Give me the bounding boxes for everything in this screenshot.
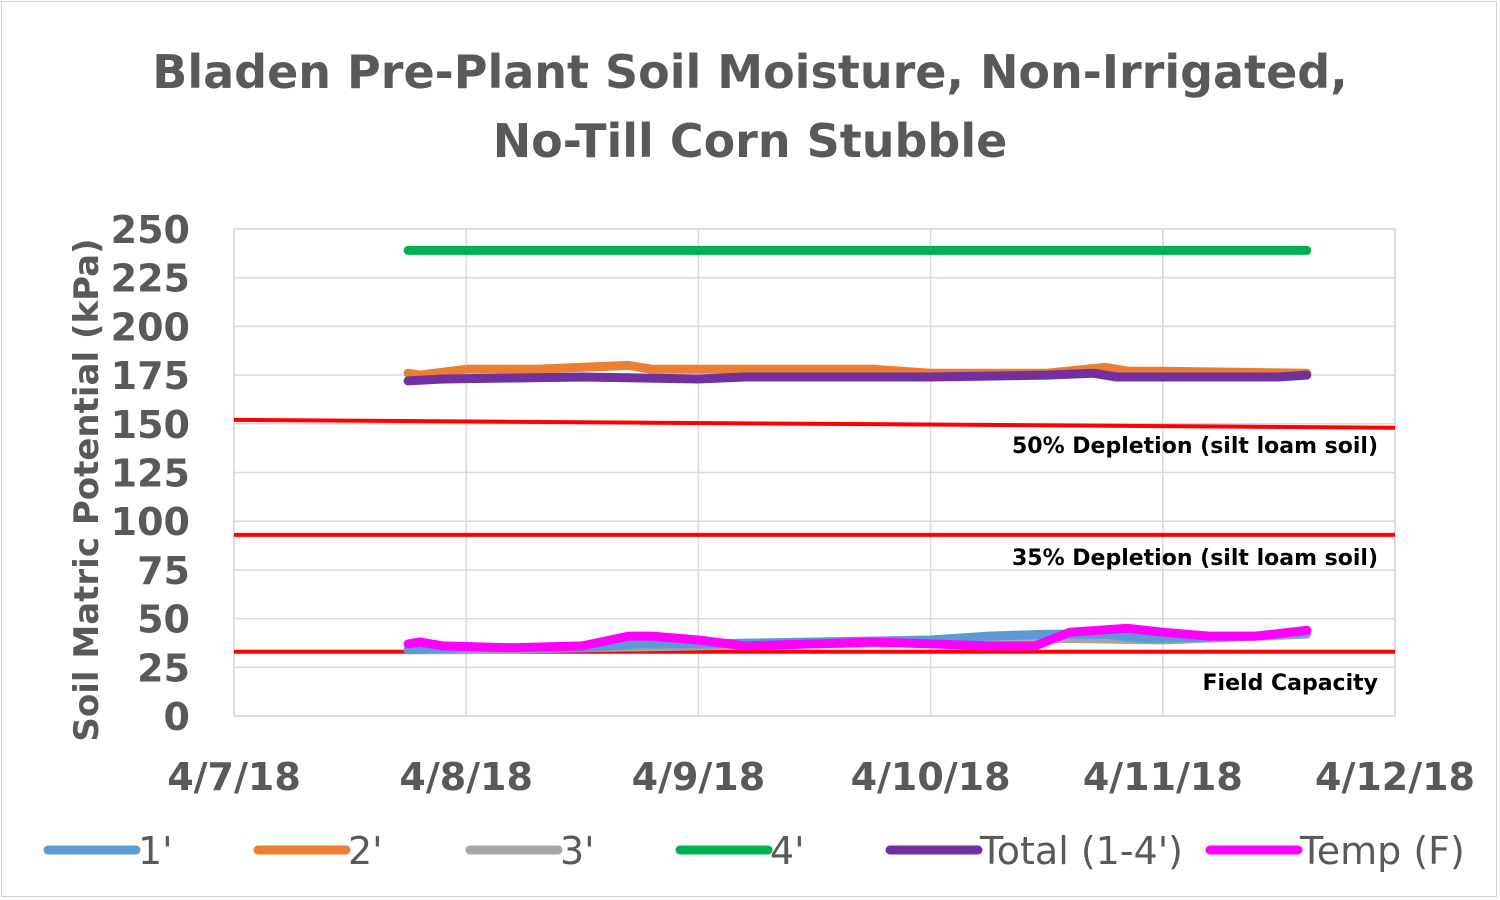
y-axis-label: Soil Matric Potential (kPa) bbox=[67, 238, 107, 741]
x-tick-label: 4/8/18 bbox=[399, 755, 533, 799]
legend-label: Total (1-4') bbox=[979, 829, 1183, 873]
y-tick-label: 250 bbox=[111, 208, 190, 252]
y-tick-label: 200 bbox=[111, 305, 190, 349]
x-tick-label: 4/7/18 bbox=[167, 755, 301, 799]
legend-label: 1' bbox=[138, 829, 173, 873]
chart-title-line-2: No-Till Corn Stubble bbox=[493, 114, 1008, 168]
y-tick-label: 25 bbox=[137, 646, 190, 690]
legend-label: 3' bbox=[560, 829, 595, 873]
chart-title-line-1: Bladen Pre-Plant Soil Moisture, Non-Irri… bbox=[152, 45, 1347, 99]
series-line bbox=[403, 623, 1312, 653]
y-tick-label: 225 bbox=[111, 257, 190, 301]
legend-label: Temp (F) bbox=[1299, 829, 1465, 873]
legend-label: 2' bbox=[348, 829, 383, 873]
y-tick-label: 50 bbox=[137, 598, 190, 642]
x-tick-label: 4/11/18 bbox=[1083, 755, 1243, 799]
reference-line-label: 50% Depletion (silt loam soil) bbox=[1012, 434, 1378, 459]
series-line bbox=[403, 360, 1312, 380]
reference-line bbox=[233, 417, 1396, 430]
y-tick-label: 150 bbox=[111, 403, 190, 447]
legend-label: 4' bbox=[770, 829, 805, 873]
y-tick-label: 125 bbox=[111, 452, 190, 496]
y-tick-label: 175 bbox=[111, 354, 190, 398]
x-tick-label: 4/10/18 bbox=[851, 755, 1011, 799]
x-tick-label: 4/9/18 bbox=[632, 755, 766, 799]
reference-line-label: 35% Depletion (silt loam soil) bbox=[1012, 546, 1378, 571]
series-line bbox=[403, 368, 1312, 386]
y-tick-label: 0 bbox=[164, 695, 190, 739]
y-tick-label: 100 bbox=[111, 500, 190, 544]
reference-line-label: Field Capacity bbox=[1203, 671, 1378, 696]
y-tick-label: 75 bbox=[137, 549, 190, 593]
x-tick-label: 4/12/18 bbox=[1315, 755, 1475, 799]
